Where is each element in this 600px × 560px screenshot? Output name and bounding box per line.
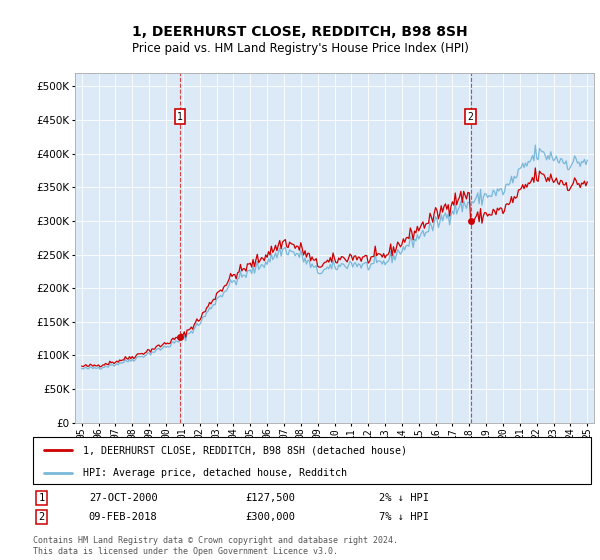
Text: 1, DEERHURST CLOSE, REDDITCH, B98 8SH (detached house): 1, DEERHURST CLOSE, REDDITCH, B98 8SH (d…	[83, 445, 407, 455]
Text: 1: 1	[38, 493, 44, 503]
Text: 2: 2	[468, 111, 473, 122]
Text: HPI: Average price, detached house, Redditch: HPI: Average price, detached house, Redd…	[83, 468, 347, 478]
Text: 7% ↓ HPI: 7% ↓ HPI	[379, 512, 429, 522]
Text: 1: 1	[177, 111, 183, 122]
Text: 2% ↓ HPI: 2% ↓ HPI	[379, 493, 429, 503]
Text: Contains HM Land Registry data © Crown copyright and database right 2024.
This d: Contains HM Land Registry data © Crown c…	[33, 536, 398, 556]
Text: 1, DEERHURST CLOSE, REDDITCH, B98 8SH: 1, DEERHURST CLOSE, REDDITCH, B98 8SH	[132, 25, 468, 39]
Text: 2: 2	[38, 512, 44, 522]
Text: Price paid vs. HM Land Registry's House Price Index (HPI): Price paid vs. HM Land Registry's House …	[131, 42, 469, 55]
Text: £300,000: £300,000	[245, 512, 295, 522]
FancyBboxPatch shape	[33, 437, 591, 484]
Text: 09-FEB-2018: 09-FEB-2018	[89, 512, 158, 522]
Text: £127,500: £127,500	[245, 493, 295, 503]
Text: 27-OCT-2000: 27-OCT-2000	[89, 493, 158, 503]
